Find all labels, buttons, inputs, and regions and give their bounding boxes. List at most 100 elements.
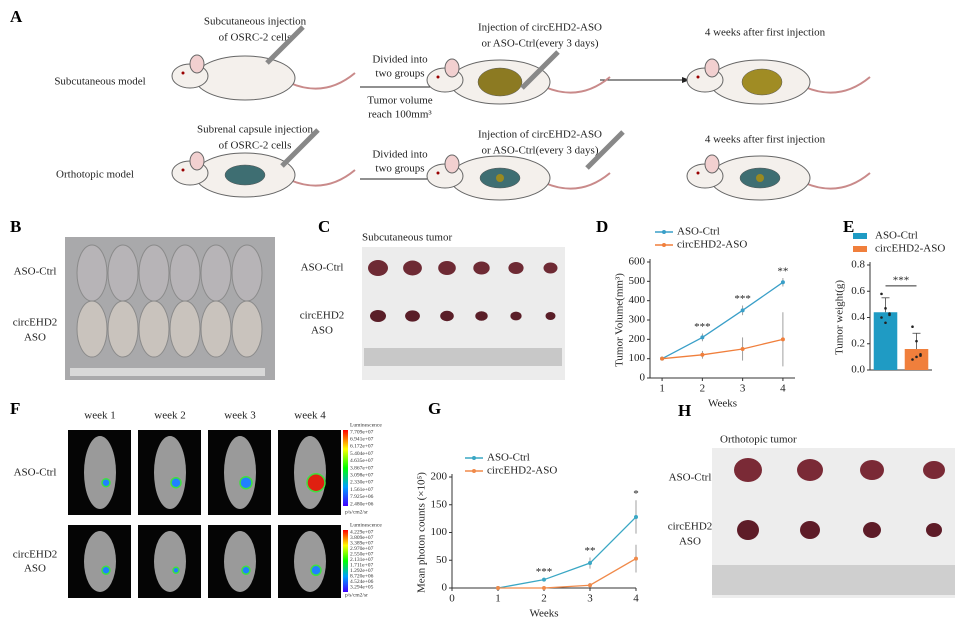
mouse bbox=[294, 436, 326, 509]
group-label: ASO bbox=[311, 325, 333, 337]
group-label: circEHD2 bbox=[300, 310, 345, 322]
significance: ** bbox=[585, 545, 596, 557]
scale-tick: 2.970e+07 bbox=[350, 546, 374, 552]
mouse bbox=[76, 244, 108, 302]
legend-marker bbox=[472, 456, 476, 460]
y-tick-label: 0.8 bbox=[851, 259, 865, 271]
line bbox=[661, 281, 784, 360]
line bbox=[498, 558, 637, 589]
scale-title: Luminescence bbox=[350, 522, 382, 528]
significance: * bbox=[633, 488, 639, 500]
group-label: ASO-Ctrl bbox=[301, 262, 344, 274]
x-tick-label: 4 bbox=[633, 593, 639, 605]
x-tick-label: 4 bbox=[780, 383, 786, 395]
tumor bbox=[224, 164, 266, 186]
model-label: Orthotopic model bbox=[56, 169, 134, 181]
ruler bbox=[364, 348, 562, 366]
tumor-dot bbox=[756, 174, 764, 182]
significance: *** bbox=[536, 566, 553, 578]
scale-title: Luminescence bbox=[350, 422, 382, 428]
scale-tick: 1.711e+07 bbox=[350, 562, 373, 568]
mouse bbox=[84, 436, 116, 509]
tumor bbox=[510, 311, 522, 321]
scale-tick: 3.389e+07 bbox=[350, 540, 374, 546]
arrow-text: reach 100mm³ bbox=[368, 109, 432, 121]
x-tick-label: 1 bbox=[659, 383, 665, 395]
y-tick-label: 0.6 bbox=[851, 285, 865, 297]
syringe bbox=[585, 130, 625, 170]
tumor bbox=[545, 312, 556, 320]
mice-illustrations bbox=[171, 25, 871, 201]
step-text: of OSRC-2 cells bbox=[219, 140, 292, 152]
tumor bbox=[734, 458, 762, 482]
mouse bbox=[224, 531, 256, 592]
y-tick-label: 400 bbox=[629, 294, 646, 306]
arrow-text: Divided into bbox=[372, 149, 428, 161]
week-label: week 4 bbox=[294, 410, 326, 422]
tumor-dot bbox=[496, 174, 504, 182]
step-text: or ASO-Ctrl(every 3 days) bbox=[481, 38, 598, 50]
scale-tick: 8.720e+06 bbox=[350, 573, 374, 579]
step-text: Injection of circEHD2-ASO bbox=[478, 22, 602, 34]
point bbox=[542, 586, 546, 590]
model-label: Subcutaneous model bbox=[54, 76, 145, 88]
data-point bbox=[888, 313, 891, 317]
legend-marker bbox=[662, 243, 666, 247]
y-tick-label: 200 bbox=[629, 333, 646, 345]
mouse-ear bbox=[189, 54, 205, 74]
y-tick-label: 100 bbox=[629, 352, 646, 364]
tumor bbox=[403, 260, 422, 276]
x-tick-label: 2 bbox=[541, 593, 547, 605]
legend-label: ASO-Ctrl bbox=[875, 230, 918, 242]
scale-tick: 3.294e+05 bbox=[350, 584, 374, 590]
panel-title: Orthotopic tumor bbox=[720, 434, 797, 446]
point bbox=[496, 586, 500, 590]
arrow-text: Divided into bbox=[372, 54, 428, 66]
panel-letter: E bbox=[843, 217, 854, 236]
mouse bbox=[200, 300, 232, 358]
point bbox=[588, 583, 592, 588]
significance: ** bbox=[777, 266, 788, 278]
scale-tick: 5.404e+07 bbox=[350, 451, 374, 457]
group-label: ASO bbox=[679, 536, 701, 548]
scale-tick: 4.635e+07 bbox=[350, 458, 374, 464]
tumor bbox=[473, 261, 490, 275]
tumor bbox=[737, 520, 759, 540]
tumor bbox=[543, 262, 558, 274]
group-label: ASO-Ctrl bbox=[14, 266, 57, 278]
mouse-ear bbox=[189, 151, 205, 171]
x-axis-label: Weeks bbox=[529, 608, 558, 620]
mouse-eye bbox=[436, 75, 440, 79]
tumor bbox=[800, 521, 820, 539]
panel-letter: F bbox=[10, 399, 20, 418]
panel-letter: C bbox=[318, 217, 330, 236]
legend-label: ASO-Ctrl bbox=[487, 452, 530, 464]
color-scale bbox=[343, 530, 348, 592]
scale-tick: 6.941e+07 bbox=[350, 436, 374, 442]
week-label: week 3 bbox=[224, 410, 256, 422]
significance: *** bbox=[893, 274, 910, 286]
group-label: ASO bbox=[24, 332, 46, 344]
tumor bbox=[741, 68, 783, 96]
y-tick-label: 0.4 bbox=[851, 311, 865, 323]
group-label: circEHD2 bbox=[668, 521, 713, 533]
step-text: Subcutaneous injection bbox=[204, 16, 307, 28]
scale-tick: 2.480e+06 bbox=[350, 501, 374, 507]
y-tick-label: 600 bbox=[629, 256, 646, 268]
point bbox=[780, 280, 785, 285]
tumor bbox=[370, 310, 386, 322]
point bbox=[542, 577, 546, 582]
legend-marker bbox=[472, 469, 476, 473]
scale-tick: 7.925e+06 bbox=[350, 494, 374, 500]
y-tick-label: 200 bbox=[431, 471, 448, 483]
tumor bbox=[860, 460, 884, 480]
mouse-tail bbox=[804, 76, 871, 94]
mouse bbox=[154, 436, 186, 509]
scale-tick: 3.867e+07 bbox=[350, 465, 374, 471]
syringe bbox=[265, 25, 305, 65]
data-point bbox=[915, 339, 918, 343]
color-scale bbox=[343, 430, 348, 506]
mouse-ear bbox=[704, 154, 720, 174]
legend-label: circEHD2-ASO bbox=[487, 465, 557, 477]
